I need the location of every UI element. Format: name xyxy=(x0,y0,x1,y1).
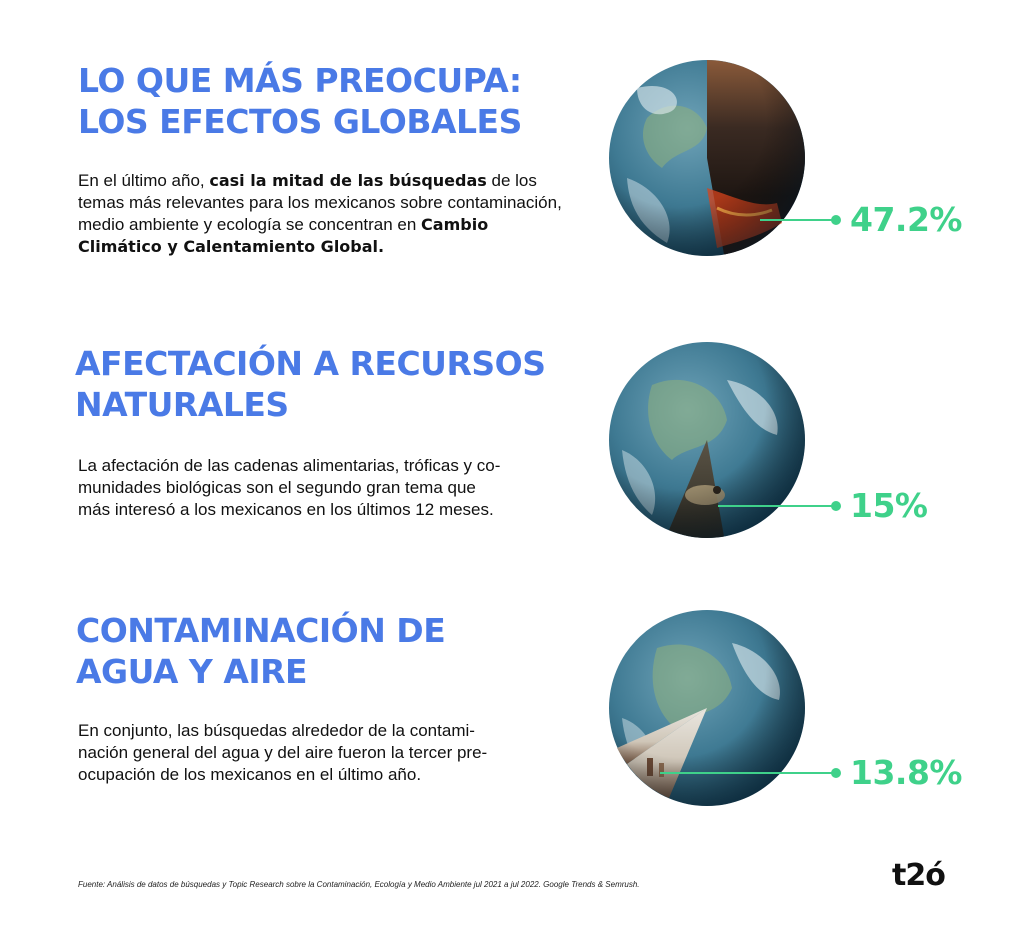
connector-dot xyxy=(831,768,841,778)
brand-logo: t2ó xyxy=(892,858,946,893)
section-description: En conjunto, las búsquedas alrededor de … xyxy=(78,720,578,786)
section-natural-resources: AFECTACIÓN A RECURSOS NATURALES La afect… xyxy=(75,340,928,540)
description-line: La afectación de las cadenas alimentaria… xyxy=(78,456,501,475)
connector-dot xyxy=(831,501,841,511)
heading-line: AFECTACIÓN A RECURSOS xyxy=(75,344,546,383)
heading-line: AGUA Y AIRE xyxy=(76,652,308,691)
description-text: En el último año, xyxy=(78,171,210,190)
globe-graphic xyxy=(607,340,807,540)
section-heading: CONTAMINACIÓN DE AGUA Y AIRE xyxy=(76,610,446,692)
description-bold: Cambio Climático y Calentamiento Global. xyxy=(78,215,489,256)
section-global-effects: LO QUE MÁS PREOCUPA: LOS EFECTOS GLOBALE… xyxy=(0,0,1024,300)
description-line: más interesó a los mexicanos en los últi… xyxy=(78,500,494,519)
description-line: En conjunto, las búsquedas alrededor de … xyxy=(78,721,475,740)
connector-line xyxy=(660,772,836,774)
globe-graphic xyxy=(607,608,807,808)
description-bold: casi la mitad de las búsquedas xyxy=(209,171,487,190)
percentage-value: 15% xyxy=(850,486,928,525)
description-line: munidades biológicas son el segundo gran… xyxy=(78,478,476,497)
section-heading: AFECTACIÓN A RECURSOS NATURALES xyxy=(75,343,546,425)
description-text: de los temas más relevantes para los mex… xyxy=(78,171,562,234)
description-line: ocupación de los mexicanos en el último … xyxy=(78,765,422,784)
heading-line: CONTAMINACIÓN DE xyxy=(76,611,446,650)
section-water-air-pollution: CONTAMINACIÓN DE AGUA Y AIRE En conjunto… xyxy=(76,608,963,808)
section-heading: LO QUE MÁS PREOCUPA: LOS EFECTOS GLOBALE… xyxy=(78,60,522,142)
source-footnote: Fuente: Análisis de datos de búsquedas y… xyxy=(78,880,640,889)
heading-line: LO QUE MÁS PREOCUPA: xyxy=(78,61,522,100)
globe-graphic xyxy=(607,58,807,258)
section-description: En el último año, casi la mitad de las b… xyxy=(78,170,568,258)
connector-line xyxy=(760,219,836,221)
percentage-value: 13.8% xyxy=(850,753,963,792)
connector-dot xyxy=(831,215,841,225)
connector-line xyxy=(718,505,836,507)
heading-line: LOS EFECTOS GLOBALES xyxy=(78,102,522,141)
section-description: La afectación de las cadenas alimentaria… xyxy=(78,455,578,521)
description-line: nación general del agua y del aire fuero… xyxy=(78,743,488,762)
heading-line: NATURALES xyxy=(75,385,289,424)
percentage-value: 47.2% xyxy=(850,200,963,239)
